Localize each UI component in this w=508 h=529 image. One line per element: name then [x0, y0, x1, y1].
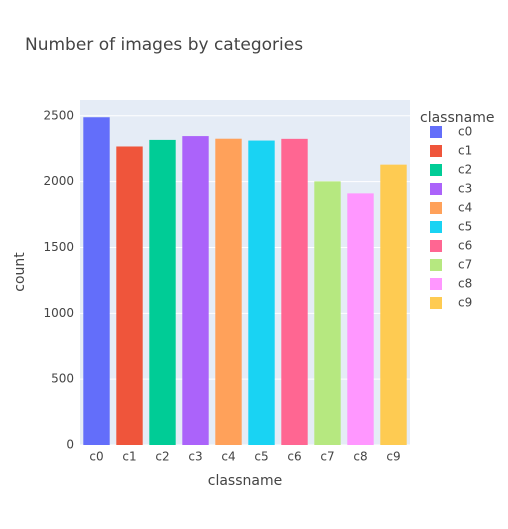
- x-tick-label: c7: [320, 450, 334, 464]
- bar: [314, 181, 341, 445]
- legend-swatch[interactable]: [430, 164, 442, 176]
- legend-label[interactable]: c3: [458, 182, 472, 196]
- legend-label[interactable]: c2: [458, 163, 472, 177]
- bar: [182, 136, 209, 446]
- x-tick-label: c6: [287, 450, 301, 464]
- legend-label[interactable]: c7: [458, 258, 472, 272]
- x-tick-label: c0: [89, 450, 103, 464]
- bar: [116, 146, 143, 445]
- legend-label[interactable]: c5: [458, 220, 472, 234]
- chart-title: Number of images by categories: [25, 35, 303, 55]
- legend-label[interactable]: c8: [458, 277, 472, 291]
- bar: [281, 138, 308, 446]
- x-tick-label: c4: [221, 450, 235, 464]
- y-tick-label: 0: [66, 438, 74, 452]
- bar: [215, 138, 242, 445]
- legend-swatch[interactable]: [430, 240, 442, 252]
- legend-title: classname: [420, 110, 494, 126]
- y-tick-label: 1000: [43, 306, 74, 320]
- x-tick-label: c5: [254, 450, 268, 464]
- y-axis-label: count: [12, 252, 28, 292]
- y-tick-label: 2000: [43, 174, 74, 188]
- legend-swatch[interactable]: [430, 126, 442, 138]
- legend-swatch[interactable]: [430, 297, 442, 309]
- x-tick-label: c8: [353, 450, 367, 464]
- x-tick-label: c3: [188, 450, 202, 464]
- legend-swatch[interactable]: [430, 278, 442, 290]
- legend-swatch[interactable]: [430, 221, 442, 233]
- y-tick-label: 2500: [43, 108, 74, 122]
- y-tick-label: 1500: [43, 240, 74, 254]
- legend-label[interactable]: c1: [458, 144, 472, 158]
- x-tick-label: c1: [122, 450, 136, 464]
- x-axis-label: classname: [208, 473, 282, 489]
- x-tick-label: c9: [386, 450, 400, 464]
- bar: [149, 139, 176, 445]
- bar: [347, 193, 374, 445]
- legend-label[interactable]: c9: [458, 296, 472, 310]
- y-tick-label: 500: [51, 372, 74, 386]
- legend-swatch[interactable]: [430, 202, 442, 214]
- bar: [248, 140, 275, 445]
- legend-swatch[interactable]: [430, 259, 442, 271]
- legend-swatch[interactable]: [430, 183, 442, 195]
- bar: [380, 164, 407, 445]
- legend-label[interactable]: c4: [458, 201, 472, 215]
- legend-label[interactable]: c6: [458, 239, 472, 253]
- x-tick-label: c2: [155, 450, 169, 464]
- legend-swatch[interactable]: [430, 145, 442, 157]
- bar: [83, 117, 110, 445]
- legend-label[interactable]: c0: [458, 125, 472, 139]
